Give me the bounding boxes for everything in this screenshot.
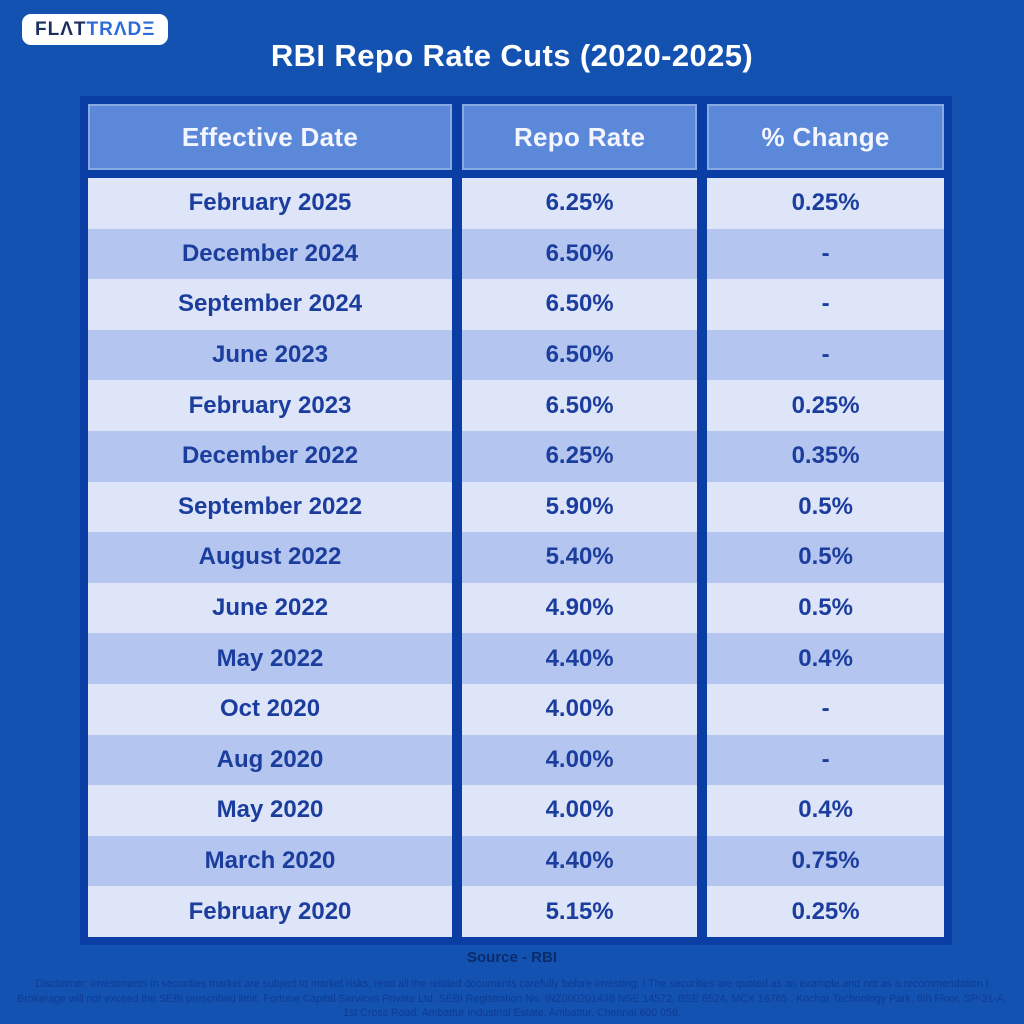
- rate-cell: 6.50%: [462, 228, 698, 280]
- rate-cell: 6.50%: [462, 329, 698, 381]
- rate-cell: 4.00%: [462, 785, 698, 836]
- change-cell: 0.25%: [707, 380, 945, 431]
- change-cell: 0.5%: [707, 582, 945, 634]
- rate-cell: 6.50%: [462, 279, 698, 330]
- date-cell: May 2020: [88, 785, 453, 836]
- rate-cell: 6.25%: [462, 178, 698, 229]
- rate-cell: 5.15%: [462, 886, 698, 937]
- change-cell: -: [707, 683, 945, 735]
- rate-cell: 5.40%: [462, 532, 698, 583]
- date-cell: August 2022: [88, 532, 453, 583]
- rate-cell: 4.00%: [462, 734, 698, 786]
- date-cell: June 2023: [88, 329, 453, 381]
- change-cell: 0.5%: [707, 532, 945, 583]
- date-cell: September 2022: [88, 481, 453, 533]
- rate-cell: 6.50%: [462, 380, 698, 431]
- change-cell: 0.25%: [707, 886, 945, 937]
- change-cell: -: [707, 279, 945, 330]
- date-cell: February 2020: [88, 886, 453, 937]
- logo-text-flat: FLΛT: [35, 19, 87, 40]
- date-cell: September 2024: [88, 279, 453, 330]
- change-cell: 0.25%: [707, 178, 945, 229]
- page-title: RBI Repo Rate Cuts (2020-2025): [270, 38, 754, 73]
- change-cell: 0.4%: [707, 633, 945, 684]
- repo-rate-table: Effective Date February 2025 December 20…: [80, 96, 952, 945]
- source-note: Source - RBI: [466, 949, 557, 966]
- rate-cell: 4.00%: [462, 683, 698, 735]
- flattrade-logo: FLΛTTRΛDΞ: [22, 14, 169, 45]
- date-cell: Oct 2020: [88, 683, 453, 735]
- change-cell: -: [707, 228, 945, 280]
- date-cell: March 2020: [88, 835, 453, 887]
- change-cell: -: [707, 734, 945, 786]
- date-cell: May 2022: [88, 633, 453, 684]
- date-cell: June 2022: [88, 582, 453, 634]
- rate-cell: 4.40%: [462, 633, 698, 684]
- date-cell: December 2022: [88, 430, 453, 482]
- date-cell: Aug 2020: [88, 734, 453, 786]
- column-header-percent-change: % Change: [707, 104, 945, 170]
- change-cell: 0.4%: [707, 785, 945, 836]
- rate-cell: 6.25%: [462, 430, 698, 482]
- column-effective-date: Effective Date February 2025 December 20…: [88, 104, 453, 937]
- logo-text-trade: TRΛDΞ: [86, 19, 156, 40]
- rate-cell: 4.90%: [462, 582, 698, 634]
- date-cell: February 2025: [88, 178, 453, 229]
- column-header-effective-date: Effective Date: [88, 104, 453, 170]
- column-repo-rate: Repo Rate 6.25% 6.50% 6.50% 6.50% 6.50% …: [462, 104, 698, 937]
- date-cell: December 2024: [88, 228, 453, 280]
- rate-cell: 5.90%: [462, 481, 698, 533]
- disclaimer-text: Disclaimer: investments in securities ma…: [17, 978, 1007, 1019]
- column-percent-change: % Change 0.25% - - - 0.25% 0.35% 0.5% 0.…: [707, 104, 945, 937]
- column-header-repo-rate: Repo Rate: [462, 104, 698, 170]
- change-cell: 0.5%: [707, 481, 945, 533]
- rate-cell: 4.40%: [462, 835, 698, 887]
- change-cell: 0.75%: [707, 835, 945, 887]
- date-cell: February 2023: [88, 380, 453, 431]
- change-cell: -: [707, 329, 945, 381]
- change-cell: 0.35%: [707, 430, 945, 482]
